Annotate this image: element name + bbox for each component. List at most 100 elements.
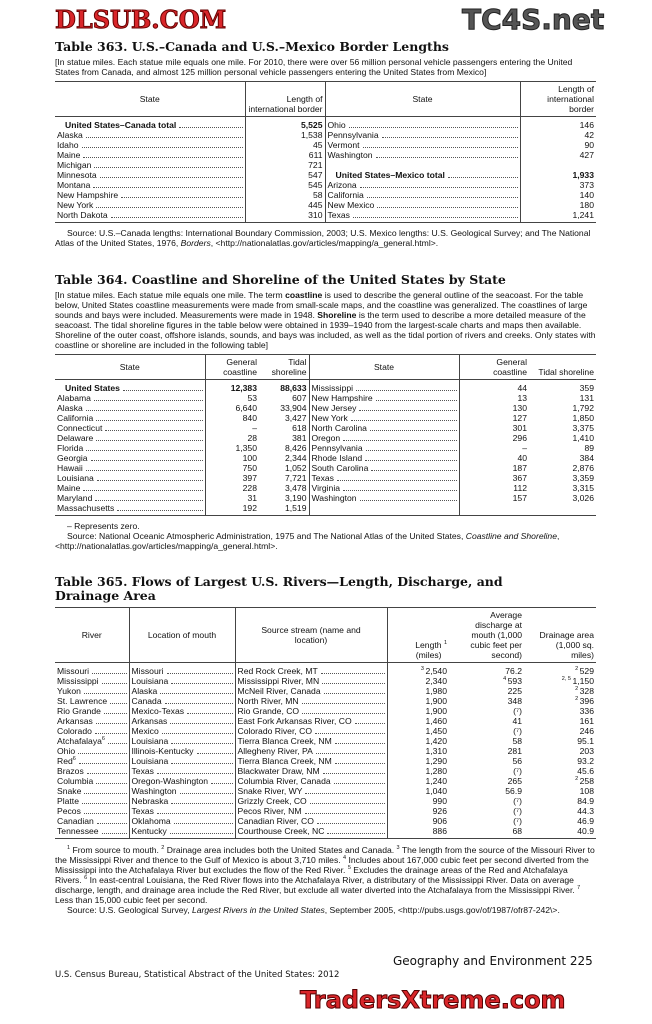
state-cell-text: Alaska — [57, 403, 83, 413]
source-cell-wrap: Blackwater Draw, NM — [238, 766, 385, 776]
mouth-cell-wrap: Mexico — [132, 726, 233, 736]
dot-leader — [86, 773, 127, 774]
dot-leader — [85, 470, 203, 471]
state-cell-text: Alabama — [57, 393, 91, 403]
source-cell-text: McNeil River, Canada — [237, 686, 321, 696]
coastline-cell: 112 — [458, 483, 529, 493]
length-cell: 3 2,540 — [386, 662, 449, 676]
river-cell: Atchafalaya6 — [55, 736, 129, 746]
table-row: Red6 Louisiana Tierra Blanca Creek, NM 1,29… — [55, 756, 596, 766]
shoreline-cell: 3,427 — [284, 413, 307, 423]
table-row: Tennessee Kentucky Courthouse Creek, NC 886… — [55, 826, 596, 839]
state-cell: New York — [55, 200, 245, 210]
state-cell: Alaska — [55, 130, 245, 140]
publisher-footer: U.S. Census Bureau, Statistical Abstract… — [55, 970, 340, 980]
state-cell-wrap: Arizona — [328, 180, 518, 190]
table-365-title: Table 365. Flows of Largest U.S. Rivers—… — [55, 574, 503, 603]
river-cell: Pecos — [55, 806, 129, 816]
source-cell-wrap: Tierra Blanca Creek, NM — [238, 736, 385, 746]
shoreline-cell: 3,478 — [284, 483, 307, 493]
state-cell-text: Oregon — [311, 433, 341, 443]
river-cell: Ohio — [55, 746, 129, 756]
state-cell-wrap: Hawaii — [57, 463, 203, 473]
dot-leader — [315, 733, 385, 734]
river-cell: Yukon — [55, 686, 129, 696]
state-cell-wrap: New York — [312, 413, 457, 423]
dot-leader — [85, 137, 243, 138]
river-cell: Rio Grande — [55, 706, 129, 716]
drainage-cell: 40.9 — [577, 826, 594, 836]
dot-leader — [359, 187, 518, 188]
dot-leader — [196, 753, 233, 754]
length-cell: 545 — [244, 180, 325, 190]
discharge-cell: 265 — [507, 776, 522, 786]
state-cell-text: Alaska — [57, 130, 83, 140]
state-cell — [324, 160, 520, 170]
river-cell-wrap: St. Lawrence — [57, 696, 127, 706]
river-cell-wrap: Columbia — [57, 776, 127, 786]
col-header-source: Source stream (name and location) — [234, 607, 387, 663]
dot-leader — [84, 793, 127, 794]
drainage-cell: 46.9 — [577, 816, 594, 826]
table-row: Platte Nebraska Grizzly Creek, CO 990 (⁷) 84.… — [55, 796, 596, 806]
shoreline-cell: 384 — [579, 453, 594, 463]
dot-leader — [359, 410, 457, 411]
dot-leader — [86, 450, 203, 451]
state-cell: Massachusetts — [55, 503, 205, 516]
dot-leader — [171, 763, 233, 764]
drainage-cell: 161 — [579, 716, 594, 726]
dot-leader — [309, 803, 385, 804]
footnote-marker: 6 — [84, 875, 88, 881]
coastline-cell: 750 — [204, 463, 259, 473]
state-cell-text: North Carolina — [311, 423, 367, 433]
col-header-state: State — [55, 81, 245, 117]
state-cell: Maine — [55, 150, 245, 160]
dot-leader — [371, 470, 457, 471]
length-cell: 1,240 — [386, 776, 449, 786]
discharge-cell: 41 — [512, 716, 522, 726]
mouth-cell-text: Mexico-Texas — [131, 706, 185, 716]
dot-leader — [92, 673, 127, 674]
dot-leader — [96, 440, 203, 441]
coastline-cell: 296 — [458, 433, 529, 443]
table-row: Pecos Texas Pecos River, NM 926 (⁷) 44.3 — [55, 806, 596, 816]
table-364-section: Table 364. Coastline and Shoreline of th… — [55, 273, 596, 551]
dot-leader — [334, 763, 385, 764]
state-cell-text: New Mexico — [327, 200, 375, 210]
state-cell-wrap: New York — [57, 200, 243, 210]
dot-leader — [110, 217, 243, 218]
state-cell: Arizona — [324, 180, 520, 190]
dot-leader — [83, 157, 243, 158]
state-cell-wrap: Massachusetts — [57, 503, 203, 513]
shoreline-cell: 1,792 — [572, 403, 594, 413]
river-cell-wrap: Brazos — [57, 766, 127, 776]
col-header-length: Length of international border — [519, 81, 596, 117]
dot-leader — [160, 693, 233, 694]
river-cell-text: Colorado — [57, 726, 92, 736]
dot-leader — [304, 813, 385, 814]
source-cell-wrap: East Fork Arkansas River, CO — [238, 716, 385, 726]
source-cell-wrap: Colorado River, CO — [238, 726, 385, 736]
footnote-marker: 1 — [67, 845, 71, 851]
river-cell-text: Canadian — [57, 816, 94, 826]
state-cell: New Jersey — [308, 403, 459, 413]
dot-leader — [83, 490, 203, 491]
length-cell: 1,538 — [244, 130, 325, 140]
drainage-cell: 246 — [579, 726, 594, 736]
table-row: Snake Washington Snake River, WY 1,040 56.9 1… — [55, 786, 596, 796]
table-row: United States–Canada total 5,525 Ohio 146 — [55, 116, 596, 130]
dot-leader — [348, 127, 518, 128]
shoreline-cell: 618 — [292, 423, 307, 433]
state-cell-wrap: Maine — [57, 483, 203, 493]
source-cell-text: Allegheny River, PA — [237, 746, 313, 756]
source-cell-wrap: North River, MN — [238, 696, 385, 706]
table-row: Connecticut – 618 North Carolina 301 3,375 — [55, 423, 596, 433]
source-cell: Allegheny River, PA — [234, 746, 387, 756]
state-cell-text: Rhode Island — [311, 453, 363, 463]
drainage-cell: 2, 5 1,150 — [561, 676, 594, 686]
coastline-cell: 13 — [458, 393, 529, 403]
mouth-cell-text: Louisiana — [131, 736, 169, 746]
col-header-shoreline: Tidal shoreline — [529, 354, 596, 380]
table-row: New York 445 New Mexico 180 — [55, 200, 596, 210]
dot-leader — [377, 207, 518, 208]
